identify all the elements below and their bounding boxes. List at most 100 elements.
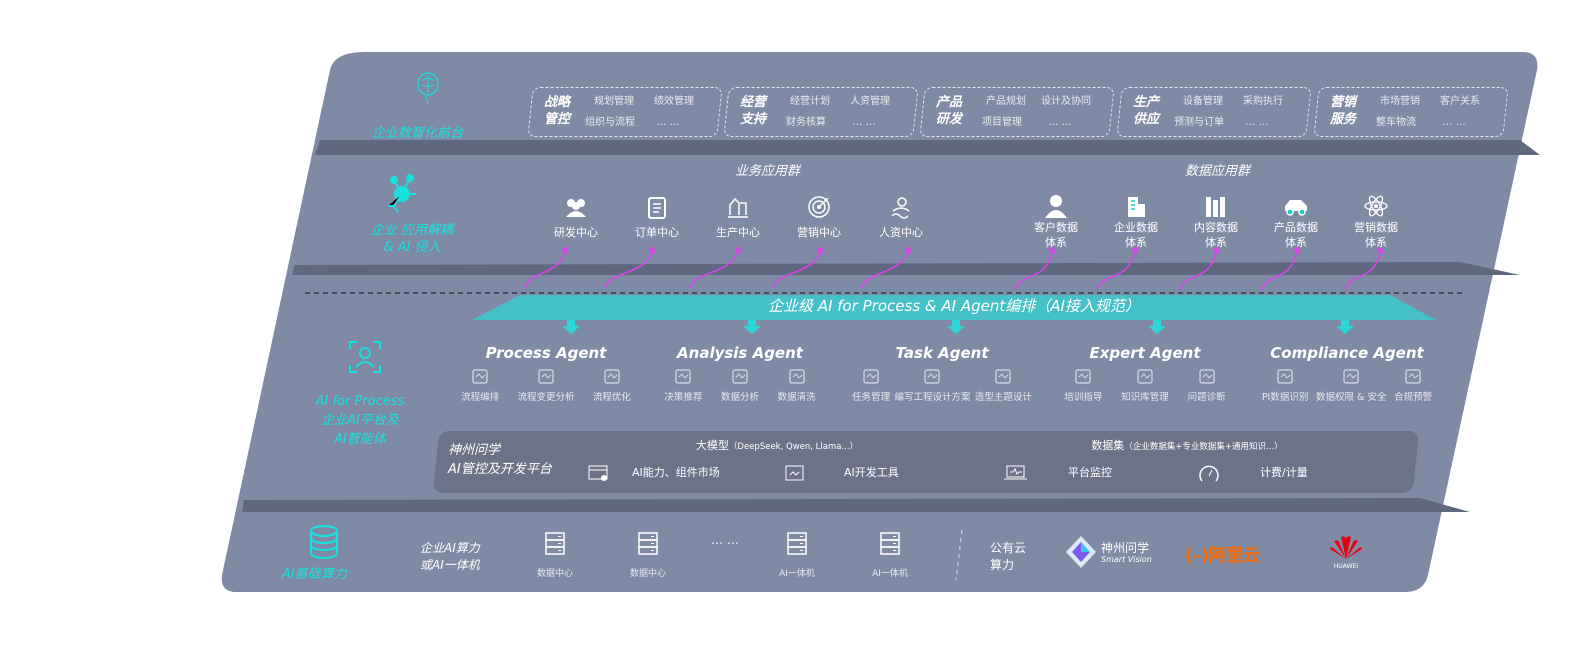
chip[interactable]: … … <box>836 114 892 131</box>
atom-icon <box>1364 195 1388 217</box>
capability-label: 数据分析 <box>720 392 759 403</box>
agent-card[interactable]: Task Agent 任务管理 编写工程设计方案 造型主题设计 <box>850 336 1034 420</box>
chip[interactable]: 项目管理 <box>974 114 1030 131</box>
agent-card[interactable]: Process Agent 流程编排 流程变更分析 流程优化 <box>452 336 640 420</box>
chip-label: … … <box>656 117 680 128</box>
agent-capability[interactable]: 造型主题设计 <box>975 368 1032 404</box>
chip[interactable]: … … <box>1032 114 1088 131</box>
server-label: 数据中心 <box>536 569 573 579</box>
agent-capability[interactable]: 任务管理 <box>852 368 890 404</box>
tool-component-market[interactable]: AI能力、组件市场 <box>582 463 762 483</box>
chip[interactable]: 设备管理 <box>1175 93 1231 110</box>
chip[interactable]: 设计及协同 <box>1038 93 1094 110</box>
tool-billing[interactable]: 计费/计量 <box>1192 463 1378 483</box>
group-title: 经营支持 <box>740 95 767 127</box>
diagnose-icon <box>1198 369 1215 384</box>
private-label-2: 或AI一体机 <box>420 558 480 572</box>
tool-ai-dev[interactable]: AI开发工具 <box>770 463 966 483</box>
cloud-label-1: 公有云 <box>990 541 1027 555</box>
business-app-card[interactable]: 生产中心 <box>699 185 777 257</box>
tier3-label-3: AI智能体 <box>334 432 386 447</box>
chip[interactable]: 经营计划 <box>782 93 838 110</box>
agent-capability[interactable]: 流程编排 <box>461 368 499 404</box>
server-item: AI一体机 <box>870 532 910 579</box>
dataset-note: （企业数据集+专业数据集+通用知识...） <box>1124 442 1283 452</box>
chip-label: 产品规划 <box>986 96 1026 107</box>
business-app-card[interactable]: 订单中心 <box>618 185 696 257</box>
factory-icon <box>728 197 748 218</box>
agent-capability[interactable]: 培训指导 <box>1064 368 1102 404</box>
agent-capability[interactable]: 合规预警 <box>1394 368 1432 404</box>
chip-label: … … <box>1245 117 1269 128</box>
divider-vertical <box>955 529 963 581</box>
card-label: 营销数据 <box>1354 221 1398 234</box>
chip[interactable]: … … <box>640 114 696 131</box>
data-app-card[interactable]: 产品数据 体系 <box>1257 188 1335 260</box>
agent-card[interactable]: Compliance Agent PI数据识别 数据权限 & 安全 合规预警 <box>1258 336 1436 420</box>
permission-icon <box>1343 369 1359 384</box>
agent-capability[interactable]: 数据清洗 <box>778 368 816 404</box>
tier2-label-1: 企业 应用解耦 <box>370 223 454 238</box>
flow-icon <box>472 369 488 384</box>
data-app-card[interactable]: 内容数据 体系 <box>1177 188 1255 260</box>
cloud-doc-icon <box>924 369 941 384</box>
chip[interactable]: 采购执行 <box>1235 93 1291 110</box>
tier4-label: AI基础算力 <box>282 567 347 582</box>
agent-card[interactable]: Analysis Agent 决策推荐 数据分析 数据清洗 <box>655 336 825 420</box>
agent-capability[interactable]: 流程优化 <box>593 368 631 404</box>
data-app-card[interactable]: 营销数据 体系 <box>1337 188 1415 260</box>
chip[interactable]: 组织与流程 <box>582 114 638 131</box>
agent-capability[interactable]: PI数据识别 <box>1261 368 1309 404</box>
chip[interactable]: 市场营销 <box>1372 93 1428 110</box>
down-arrows <box>562 320 1354 334</box>
chip-label: 财务核算 <box>786 117 826 128</box>
huawei-petals-icon <box>1330 536 1362 559</box>
agent-capability[interactable]: 问题诊断 <box>1188 368 1226 404</box>
list-icon <box>538 369 554 384</box>
chip[interactable]: 整车物流 <box>1368 114 1424 131</box>
chip[interactable]: … … <box>1229 114 1285 131</box>
agent-capability[interactable]: 知识库管理 <box>1121 368 1169 404</box>
data-app-card[interactable]: 客户数据 体系 <box>1017 188 1095 260</box>
card-label: 客户数据 <box>1034 221 1078 234</box>
server-label: AI一体机 <box>779 569 815 579</box>
tier3-label-1: AI for Process <box>315 394 405 409</box>
capability-label: PI数据识别 <box>1261 392 1309 403</box>
chip-label: 预测与订单 <box>1174 117 1224 128</box>
chip[interactable]: 人资管理 <box>842 93 898 110</box>
private-label-1: 企业AI算力 <box>420 541 480 555</box>
server-icon <box>545 532 565 555</box>
smartvision-logo: 神州问学 Smart Vision <box>1065 535 1152 573</box>
business-app-card[interactable]: 人资中心 <box>862 185 940 257</box>
agent-capability[interactable]: 决策推荐 <box>664 368 702 404</box>
capability-label: 决策推荐 <box>664 392 703 403</box>
chip-label: … … <box>852 117 876 128</box>
business-app-card[interactable]: 研发中心 <box>537 185 615 257</box>
chip[interactable]: 产品规划 <box>978 93 1034 110</box>
agent-card[interactable]: Expert Agent 培训指导 知识库管理 问题诊断 <box>1055 336 1235 420</box>
tool-monitor[interactable]: 平台监控 <box>988 463 1184 483</box>
chip-label: … … <box>1048 117 1072 128</box>
tool-label: 平台监控 <box>1068 466 1112 479</box>
tier2-label-2: & AI 侵入 <box>383 240 441 255</box>
agent-capability[interactable]: 编写工程设计方案 <box>894 368 971 404</box>
agent-capability[interactable]: 数据分析 <box>721 368 759 404</box>
chip[interactable]: 财务核算 <box>778 114 834 131</box>
chip-label: 人资管理 <box>850 96 890 107</box>
data-app-card[interactable]: 企业数据 体系 <box>1097 188 1175 260</box>
group-title: 战略管控 <box>544 95 571 127</box>
model-title: 大模型 <box>695 439 729 452</box>
smartvision-logo-icon <box>1066 536 1096 568</box>
chip[interactable]: 预测与订单 <box>1171 114 1227 131</box>
optimize-icon <box>604 369 620 384</box>
capability-label: 流程变更分析 <box>517 392 575 403</box>
agent-capability[interactable]: 数据权限 & 安全 <box>1316 368 1386 404</box>
business-app-card[interactable]: 营销中心 <box>780 185 858 257</box>
chip[interactable]: 规划管理 <box>586 93 642 110</box>
agent-capability[interactable]: 流程变更分析 <box>517 368 575 404</box>
card-label: 人资中心 <box>879 226 923 239</box>
chip[interactable]: … … <box>1426 114 1482 131</box>
tool-label: AI能力、组件市场 <box>632 466 720 479</box>
chip[interactable]: 绩效管理 <box>646 93 702 110</box>
chip[interactable]: 客户关系 <box>1432 93 1488 110</box>
